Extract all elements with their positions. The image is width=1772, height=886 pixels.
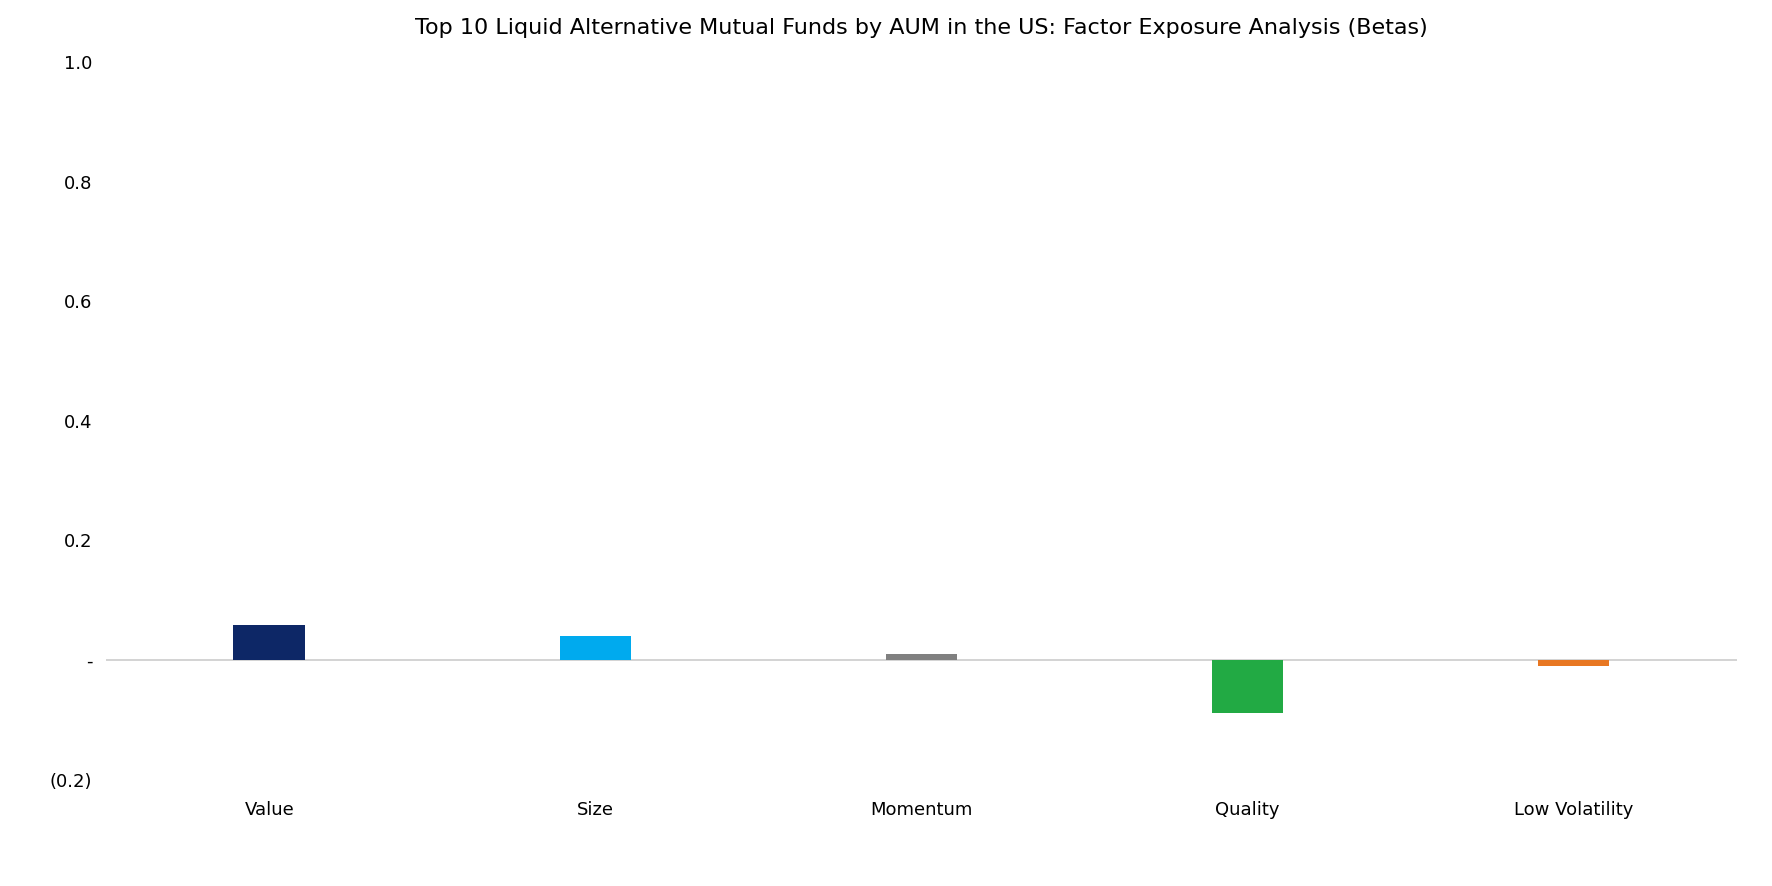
Bar	[560, 636, 631, 660]
Bar	[234, 626, 305, 660]
Bar	[1538, 660, 1609, 666]
Bar	[886, 654, 957, 660]
Bar	[1212, 660, 1283, 712]
Title: Top 10 Liquid Alternative Mutual Funds by AUM in the US: Factor Exposure Analysi: Top 10 Liquid Alternative Mutual Funds b…	[415, 19, 1428, 38]
